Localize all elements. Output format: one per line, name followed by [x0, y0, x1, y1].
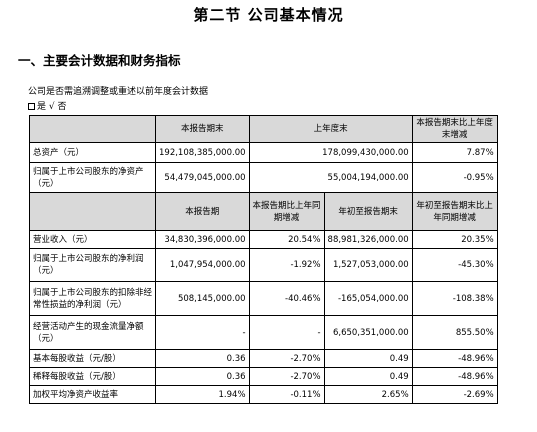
- row-label: 营业收入（元）: [29, 230, 156, 249]
- cell-ytd-change: -48.96%: [411, 367, 498, 386]
- table1-header-prior: 上年度末: [248, 115, 413, 143]
- cell-ytd: 0.49: [323, 367, 413, 386]
- cell-ytd: 6,650,351,000.00: [323, 315, 413, 350]
- cell-ytd-change: 20.35%: [411, 230, 498, 249]
- cell-change: -0.95%: [411, 162, 498, 193]
- cell-current: 54,479,045,000.00: [155, 162, 250, 193]
- table-row: 营业收入（元） 34,830,396,000.00 20.54% 88,981,…: [29, 230, 498, 249]
- table-row: 归属于上市公司股东的净利润（元） 1,047,954,000.00 -1.92%…: [29, 248, 498, 282]
- adjust-question: 公司是否需追溯调整或重述以前年度会计数据: [28, 87, 209, 97]
- cell-change: 7.87%: [411, 142, 498, 163]
- cell-period-change: 20.54%: [248, 230, 325, 249]
- table-row: 归属于上市公司股东的扣除非经常性损益的净利润（元） 508,145,000.00…: [29, 281, 498, 316]
- table-row: 稀释每股收益（元/股） 0.36 -2.70% 0.49 -48.96%: [29, 367, 498, 386]
- adjust-options: 是 √ 否: [28, 99, 67, 112]
- table2-header-period: 本报告期: [155, 192, 250, 231]
- table1-header-row: 本报告期末 上年度末 本报告期末比上年度末增减: [29, 115, 498, 143]
- cell-prior: 178,099,430,000.00: [248, 142, 413, 163]
- check-mark-icon: √: [48, 102, 55, 112]
- cell-ytd-change: -48.96%: [411, 349, 498, 368]
- table-row: 经营活动产生的现金流量净额（元） - - 6,650,351,000.00 85…: [29, 315, 498, 350]
- cell-period-change: -: [248, 315, 325, 350]
- option-yes-label: 是: [37, 102, 47, 112]
- cell-period-change: -1.92%: [248, 248, 325, 282]
- row-label: 总资产（元）: [29, 142, 156, 163]
- cell-period: 508,145,000.00: [155, 281, 250, 316]
- table-row: 基本每股收益（元/股） 0.36 -2.70% 0.49 -48.96%: [29, 349, 498, 368]
- table2-header-row: 本报告期 本报告期比上年同期增减 年初至报告期末 年初至报告期末比上年同期增减: [29, 192, 498, 231]
- table1-header-change: 本报告期末比上年度末增减: [411, 115, 498, 143]
- table-row: 总资产（元） 192,108,385,000.00 178,099,430,00…: [29, 142, 498, 163]
- cell-ytd-change: -45.30%: [411, 248, 498, 282]
- cell-period: -: [155, 315, 250, 350]
- cell-period-change: -0.11%: [248, 385, 325, 404]
- cell-period-change: -2.70%: [248, 367, 325, 386]
- table-row: 归属于上市公司股东的净资产（元） 54,479,045,000.00 55,00…: [29, 162, 498, 193]
- cell-ytd: 88,981,326,000.00: [323, 230, 413, 249]
- row-label: 归属于上市公司股东的净利润（元）: [29, 248, 156, 282]
- cell-period-change: -40.46%: [248, 281, 325, 316]
- table1-header-blank: [29, 115, 156, 143]
- row-label: 稀释每股收益（元/股）: [29, 367, 156, 386]
- row-label: 归属于上市公司股东的扣除非经常性损益的净利润（元）: [29, 281, 156, 316]
- cell-current: 192,108,385,000.00: [155, 142, 250, 163]
- section-title: 一、主要会计数据和财务指标: [18, 53, 181, 68]
- cell-ytd: 2.65%: [323, 385, 413, 404]
- cell-period-change: -2.70%: [248, 349, 325, 368]
- cell-ytd-change: -108.38%: [411, 281, 498, 316]
- table2-header-ytd: 年初至报告期末: [323, 192, 413, 231]
- table2-header-ytd-change: 年初至报告期末比上年同期增减: [411, 192, 498, 231]
- cell-ytd: 1,527,053,000.00: [323, 248, 413, 282]
- financial-data-table: 本报告期末 上年度末 本报告期末比上年度末增减 总资产（元） 192,108,3…: [29, 115, 498, 404]
- row-label: 加权平均净资产收益率: [29, 385, 156, 404]
- row-label: 基本每股收益（元/股）: [29, 349, 156, 368]
- table2-header-blank: [29, 192, 156, 231]
- table1-header-current: 本报告期末: [155, 115, 250, 143]
- row-label: 归属于上市公司股东的净资产（元）: [29, 162, 156, 193]
- cell-prior: 55,004,194,000.00: [248, 162, 413, 193]
- row-label: 经营活动产生的现金流量净额（元）: [29, 315, 156, 350]
- cell-period: 0.36: [155, 367, 250, 386]
- option-no-label: 否: [57, 102, 67, 112]
- cell-period: 34,830,396,000.00: [155, 230, 250, 249]
- cell-period: 1,047,954,000.00: [155, 248, 250, 282]
- cell-ytd-change: 855.50%: [411, 315, 498, 350]
- cell-ytd: -165,054,000.00: [323, 281, 413, 316]
- cell-period: 0.36: [155, 349, 250, 368]
- cell-period: 1.94%: [155, 385, 250, 404]
- cell-ytd-change: -2.69%: [411, 385, 498, 404]
- table-row: 加权平均净资产收益率 1.94% -0.11% 2.65% -2.69%: [29, 385, 498, 404]
- cell-ytd: 0.49: [323, 349, 413, 368]
- table2-header-period-change: 本报告期比上年同期增减: [248, 192, 325, 231]
- page-title: 第二节 公司基本情况: [193, 6, 344, 24]
- checkbox-unchecked-icon: [28, 103, 35, 110]
